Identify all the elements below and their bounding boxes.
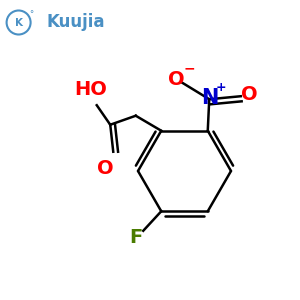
Text: HO: HO bbox=[74, 80, 107, 99]
Text: °: ° bbox=[29, 10, 33, 19]
Text: F: F bbox=[129, 228, 142, 247]
Text: O: O bbox=[242, 85, 258, 104]
Text: −: − bbox=[183, 61, 195, 75]
Text: K: K bbox=[15, 17, 22, 28]
Text: +: + bbox=[215, 81, 226, 94]
Text: O: O bbox=[168, 70, 184, 89]
Text: N: N bbox=[202, 88, 219, 108]
Text: Kuujia: Kuujia bbox=[46, 13, 105, 31]
Text: O: O bbox=[98, 159, 114, 178]
